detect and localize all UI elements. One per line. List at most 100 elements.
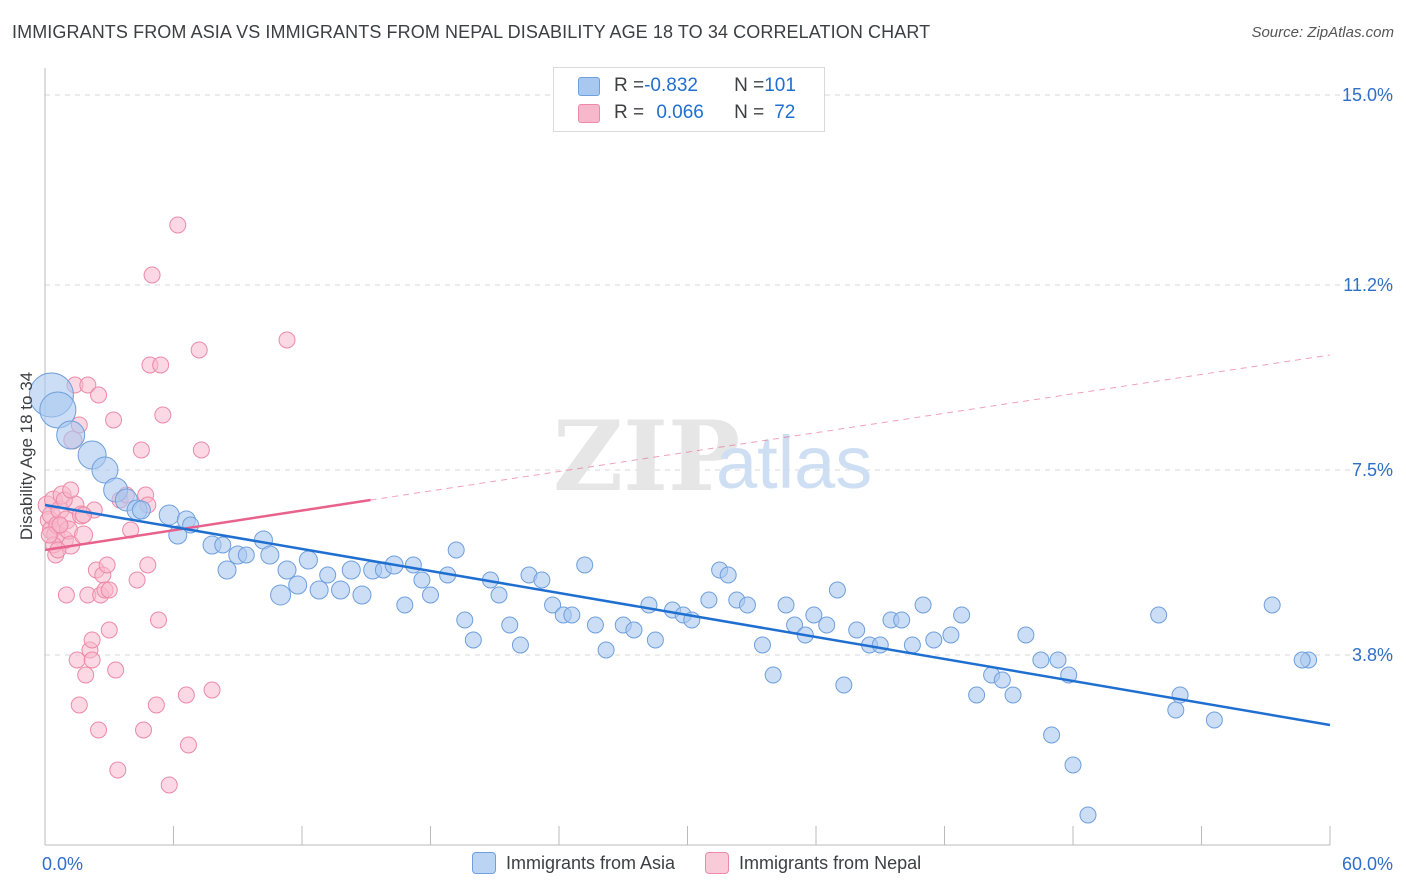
trend-lines <box>44 354 1331 727</box>
nepal-point <box>150 611 168 629</box>
asia-point <box>625 621 643 639</box>
asia-point <box>835 676 853 694</box>
nepal-point <box>70 696 88 714</box>
asia-point <box>848 621 866 639</box>
y-tick-label: 11.2% <box>1343 275 1393 295</box>
asia-points <box>28 372 1318 824</box>
asia-point <box>646 631 664 649</box>
asia-point <box>719 566 737 584</box>
x-tick-label: 0.0% <box>42 854 83 874</box>
nepal-point <box>278 331 296 349</box>
asia-point <box>914 596 932 614</box>
asia-point <box>39 391 77 429</box>
asia-point <box>456 611 474 629</box>
asia-point <box>277 560 297 580</box>
grid-lines <box>45 94 1392 656</box>
nepal-point <box>128 571 146 589</box>
asia-point <box>968 686 986 704</box>
asia-point <box>576 556 594 574</box>
asia-point <box>131 500 151 520</box>
watermark-atlas: atlas <box>716 421 872 504</box>
asia-point <box>805 606 823 624</box>
chart-title: IMMIGRANTS FROM ASIA VS IMMIGRANTS FROM … <box>12 22 931 42</box>
nepal-point <box>143 266 161 284</box>
asia-point <box>993 671 1011 689</box>
asia-legend-swatch <box>472 852 496 874</box>
asia-point <box>501 616 519 634</box>
nepal-trend-extension <box>370 354 1331 501</box>
asia-point <box>1049 651 1067 669</box>
nepal-point <box>109 761 127 779</box>
nepal-point <box>83 631 101 649</box>
asia-point <box>270 584 292 606</box>
asia-point <box>777 596 795 614</box>
asia-point <box>828 581 846 599</box>
asia-point <box>1064 756 1082 774</box>
nepal-point <box>40 526 58 544</box>
nepal-point <box>154 406 172 424</box>
nepal-point <box>77 666 95 684</box>
asia-point <box>309 580 329 600</box>
legend-label-nepal: Immigrants from Nepal <box>739 852 922 873</box>
asia-point <box>533 571 551 589</box>
nepal-point <box>62 481 80 499</box>
asia-point <box>738 596 756 614</box>
nepal-point <box>169 216 187 234</box>
asia-point <box>331 580 351 600</box>
asia-point <box>422 586 439 604</box>
nepal-point <box>177 686 195 704</box>
asia-point <box>1150 606 1168 624</box>
r-label: R = <box>614 75 645 96</box>
asia-point <box>597 641 615 659</box>
nepal-point <box>105 411 123 429</box>
asia-point <box>563 606 581 624</box>
watermark: ZIP atlas <box>553 400 872 513</box>
y-axis-label: Disability Age 18 to 34 <box>17 372 36 540</box>
asia-point <box>158 504 180 526</box>
asia-point <box>1079 806 1097 824</box>
nepal-swatch <box>578 103 600 123</box>
asia-point <box>586 616 604 634</box>
nepal-point <box>190 341 208 359</box>
nepal-point <box>192 441 210 459</box>
asia-point <box>447 541 465 559</box>
asia-trend-line <box>44 503 1331 727</box>
asia-point <box>1263 596 1281 614</box>
asia-point <box>942 626 960 644</box>
nepal-point <box>90 721 108 739</box>
asia-point <box>893 611 911 629</box>
source-label: Source: ZipAtlas.com <box>1251 24 1394 41</box>
asia-point <box>818 616 836 634</box>
series-legend: Immigrants from Asia Immigrants from Nep… <box>472 852 951 874</box>
asia-point <box>871 636 889 654</box>
n-label: N = <box>734 102 765 123</box>
legend-item-asia[interactable]: Immigrants from Asia <box>472 852 675 874</box>
n-value-nepal: 72 <box>774 102 796 123</box>
asia-point <box>1004 686 1022 704</box>
asia-point <box>288 575 308 595</box>
nepal-point <box>139 556 157 574</box>
nepal-point <box>57 586 75 604</box>
legend-item-nepal[interactable]: Immigrants from Nepal <box>705 852 921 874</box>
x-tick-label: 60.0% <box>1342 854 1393 874</box>
nepal-point <box>132 441 150 459</box>
nepal-point <box>100 581 118 599</box>
asia-point <box>1205 711 1223 729</box>
stats-legend: R = -0.832 N = 101 R = 0.066 N = 72 <box>553 67 825 132</box>
asia-point <box>217 560 237 580</box>
y-tick-label: 3.8% <box>1352 645 1393 665</box>
asia-point <box>700 591 718 609</box>
asia-point <box>464 631 482 649</box>
asia-point <box>413 571 431 589</box>
nepal-point <box>74 525 94 545</box>
y-tick-label: 7.5% <box>1352 460 1393 480</box>
asia-point <box>953 606 971 624</box>
nepal-point <box>79 376 97 394</box>
nepal-point <box>100 621 118 639</box>
asia-point <box>1293 651 1311 669</box>
asia-point <box>214 536 232 554</box>
legend-row-nepal: R = 0.066 N = 72 <box>578 100 795 126</box>
nepal-trend-line <box>44 498 371 552</box>
asia-point <box>1043 726 1061 744</box>
